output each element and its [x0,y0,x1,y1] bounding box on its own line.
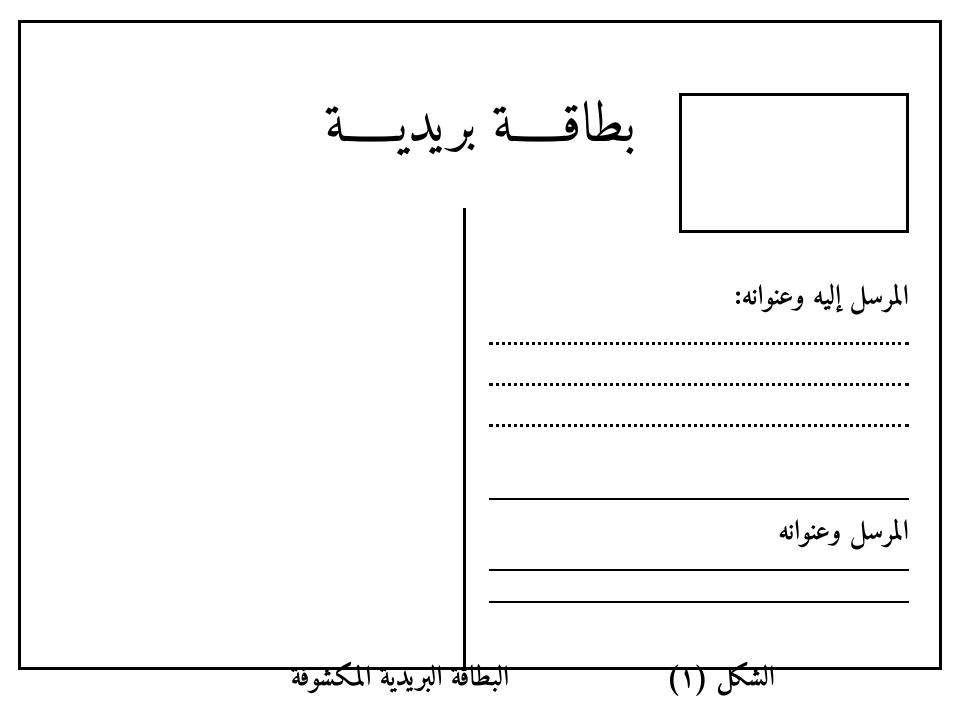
figure-number: الشكل (١) [666,654,775,703]
sender-line-top [489,498,909,500]
caption-text: البطاقة البريدية المكشوفة [200,654,600,703]
vertical-divider [463,208,466,671]
postcard-frame: بطاقـــــة بريديـــــة المرسل إليه وعنوا… [18,20,942,670]
sender-line-1 [489,569,909,571]
recipient-label: المرسل إليه وعنوانه: [489,273,909,322]
sender-label: المرسل وعنوانه [489,508,909,557]
sender-line-2 [489,601,909,603]
recipient-line-3 [489,424,909,427]
stamp-box [679,93,909,233]
recipient-line-2 [489,383,909,386]
sender-section: المرسل وعنوانه [489,498,909,611]
postcard-title: بطاقـــــة بريديـــــة [324,78,636,177]
recipient-section: المرسل إليه وعنوانه: [489,273,909,465]
recipient-line-1 [489,342,909,345]
